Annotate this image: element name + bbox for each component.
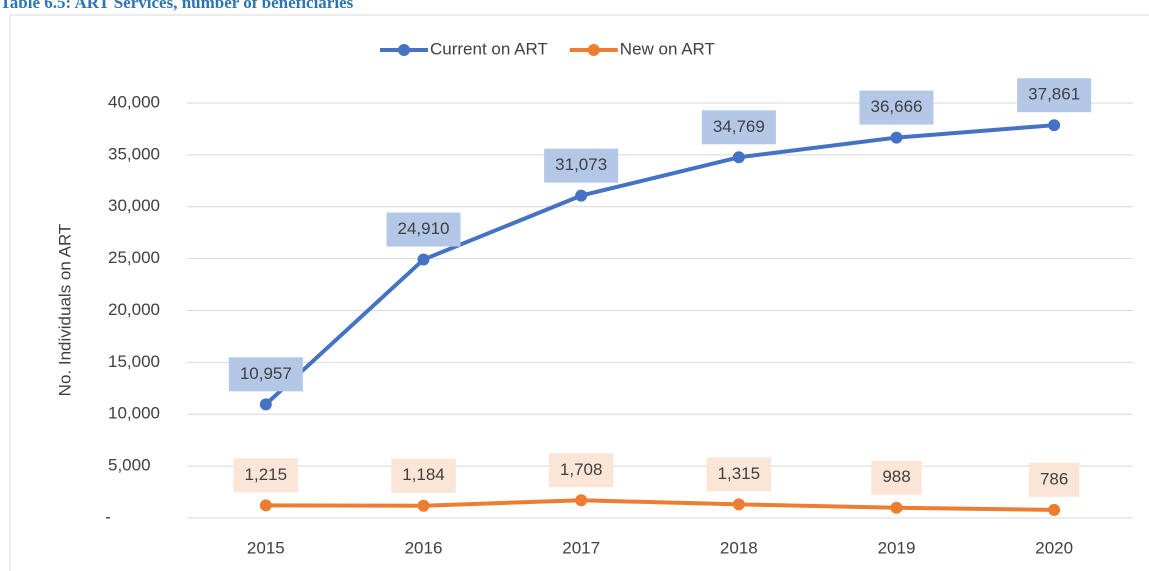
point <box>1048 503 1061 516</box>
x-tick-label: 2017 <box>562 538 600 557</box>
value-label-box <box>228 357 303 392</box>
y-tick-label: 40,000 <box>108 92 160 111</box>
chart-frame <box>9 14 1149 571</box>
value-label: 36,666 <box>871 97 923 116</box>
series-line <box>265 498 1055 512</box>
value-label: 10,957 <box>240 364 292 383</box>
y-tick-label: 10,000 <box>108 404 160 423</box>
value-label-box <box>701 110 776 145</box>
point <box>575 189 588 202</box>
series-line <box>264 123 1055 406</box>
point <box>575 494 588 507</box>
value-label-box <box>1017 78 1092 113</box>
value-label: 34,769 <box>713 117 765 136</box>
value-label: 1,215 <box>245 465 288 484</box>
value-label-box <box>1028 462 1080 497</box>
value-label-box <box>548 453 614 488</box>
point <box>1048 119 1061 132</box>
point <box>259 499 272 512</box>
point <box>732 151 745 164</box>
value-label: 1,708 <box>560 460 603 479</box>
x-tick-label: 2016 <box>405 538 443 557</box>
value-label-box <box>544 148 619 183</box>
value-label-box <box>871 460 922 495</box>
value-label-box <box>386 212 461 247</box>
value-label: 786 <box>1040 469 1068 488</box>
x-tick-label: 2019 <box>878 538 916 557</box>
y-tick-label: 35,000 <box>108 144 160 163</box>
value-label-box <box>391 458 456 493</box>
y-tick-label: 20,000 <box>108 300 160 319</box>
x-tick-label: 2015 <box>247 538 285 557</box>
y-tick-label: 25,000 <box>108 248 160 267</box>
chart-title: Table 6.5: ART Services, number of benef… <box>0 0 354 12</box>
point <box>417 253 430 266</box>
value-label: 31,073 <box>555 155 607 174</box>
value-label-box <box>233 458 299 493</box>
legend-marker <box>398 44 410 56</box>
point <box>732 498 745 511</box>
legend-label: Current on ART <box>430 39 548 58</box>
y-tick-label: 15,000 <box>108 352 160 371</box>
value-label: 988 <box>882 467 910 486</box>
value-label: 24,910 <box>398 219 450 238</box>
value-label-box <box>706 457 772 492</box>
value-label: 1,184 <box>402 465 445 484</box>
x-tick-label: 2018 <box>720 538 758 557</box>
point <box>417 499 430 512</box>
legend-label: New on ART <box>620 39 715 58</box>
value-label: 1,315 <box>718 464 761 483</box>
point <box>890 131 903 144</box>
x-tick-label: 2020 <box>1035 538 1073 557</box>
point <box>259 398 272 411</box>
y-tick-label: - <box>105 507 111 526</box>
value-label-box <box>859 90 934 125</box>
value-label: 37,861 <box>1028 85 1080 104</box>
legend-marker <box>587 44 600 56</box>
y-axis-label: No. Individuals on ART <box>55 224 74 397</box>
y-tick-label: 5,000 <box>108 456 151 475</box>
point <box>890 501 903 514</box>
y-tick-label: 30,000 <box>108 196 160 215</box>
